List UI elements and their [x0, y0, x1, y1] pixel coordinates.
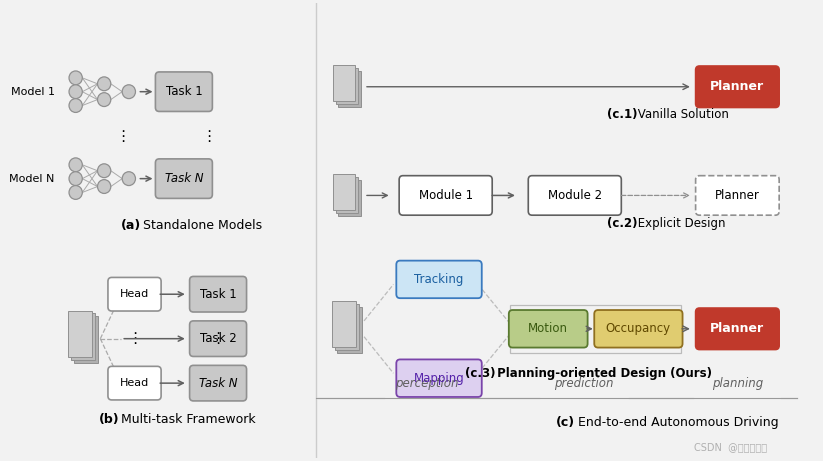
Text: CSDN  @吃肉不能购: CSDN @吃肉不能购 — [694, 443, 767, 452]
Text: ⋮: ⋮ — [201, 129, 216, 144]
Text: Planning-oriented Design (Ours): Planning-oriented Design (Ours) — [494, 367, 713, 380]
Text: Module 1: Module 1 — [419, 189, 472, 202]
FancyBboxPatch shape — [74, 316, 98, 363]
FancyBboxPatch shape — [338, 71, 361, 107]
Circle shape — [69, 158, 82, 171]
Text: Standalone Models: Standalone Models — [139, 219, 263, 231]
FancyBboxPatch shape — [71, 313, 95, 360]
FancyBboxPatch shape — [335, 304, 359, 350]
Text: (c.2): (c.2) — [607, 217, 638, 230]
FancyBboxPatch shape — [332, 65, 356, 101]
FancyBboxPatch shape — [695, 308, 779, 349]
FancyBboxPatch shape — [399, 176, 492, 215]
Text: Model N: Model N — [9, 174, 55, 183]
FancyBboxPatch shape — [397, 360, 481, 397]
Text: Planner: Planner — [710, 80, 765, 93]
Text: Vanilla Solution: Vanilla Solution — [634, 108, 729, 121]
Text: Task 1: Task 1 — [200, 288, 236, 301]
Circle shape — [69, 171, 82, 185]
Text: Planner: Planner — [715, 189, 760, 202]
Text: ⋮: ⋮ — [127, 331, 142, 346]
FancyBboxPatch shape — [695, 176, 779, 215]
FancyBboxPatch shape — [189, 277, 247, 312]
Circle shape — [69, 85, 82, 99]
Text: Task N: Task N — [165, 172, 203, 185]
Text: (c.1): (c.1) — [607, 108, 638, 121]
Text: (b): (b) — [99, 413, 119, 426]
Circle shape — [97, 180, 111, 194]
Text: Task N: Task N — [199, 377, 237, 390]
Circle shape — [122, 85, 136, 99]
FancyBboxPatch shape — [332, 174, 356, 210]
Text: prediction: prediction — [554, 377, 613, 390]
Text: ⋮: ⋮ — [115, 129, 131, 144]
Circle shape — [97, 77, 111, 91]
FancyBboxPatch shape — [509, 310, 588, 348]
Text: (c.3): (c.3) — [465, 367, 495, 380]
Text: Explicit Design: Explicit Design — [634, 217, 725, 230]
FancyBboxPatch shape — [108, 278, 161, 311]
Text: Task 1: Task 1 — [165, 85, 202, 98]
FancyBboxPatch shape — [156, 159, 212, 198]
FancyBboxPatch shape — [68, 311, 92, 357]
FancyBboxPatch shape — [336, 177, 358, 213]
Text: Occupancy: Occupancy — [606, 322, 671, 335]
Text: Model 1: Model 1 — [11, 87, 55, 97]
Circle shape — [69, 71, 82, 85]
FancyBboxPatch shape — [528, 176, 621, 215]
FancyBboxPatch shape — [336, 68, 358, 104]
Circle shape — [122, 171, 136, 185]
FancyBboxPatch shape — [189, 321, 247, 356]
Text: Module 2: Module 2 — [548, 189, 602, 202]
FancyBboxPatch shape — [108, 366, 161, 400]
Text: Tracking: Tracking — [414, 273, 463, 286]
FancyBboxPatch shape — [332, 301, 356, 347]
Text: Head: Head — [120, 289, 149, 299]
Text: (a): (a) — [121, 219, 141, 231]
Circle shape — [97, 164, 111, 177]
Text: perception: perception — [395, 377, 458, 390]
FancyBboxPatch shape — [695, 66, 779, 107]
Text: End-to-end Autonomous Driving: End-to-end Autonomous Driving — [574, 416, 779, 429]
Text: Multi-task Framework: Multi-task Framework — [118, 413, 256, 426]
Text: Task 2: Task 2 — [200, 332, 236, 345]
Text: (c): (c) — [556, 416, 575, 429]
Text: Mapping: Mapping — [414, 372, 464, 384]
Circle shape — [69, 185, 82, 199]
Text: ⋮: ⋮ — [211, 331, 226, 346]
FancyBboxPatch shape — [338, 180, 361, 216]
FancyBboxPatch shape — [189, 366, 247, 401]
FancyBboxPatch shape — [156, 72, 212, 112]
Circle shape — [97, 93, 111, 106]
FancyBboxPatch shape — [594, 310, 682, 348]
FancyBboxPatch shape — [397, 260, 481, 298]
FancyBboxPatch shape — [337, 307, 361, 353]
Text: Planner: Planner — [710, 322, 765, 335]
Circle shape — [69, 99, 82, 112]
Text: Head: Head — [120, 378, 149, 388]
Text: planning: planning — [712, 377, 763, 390]
Text: Motion: Motion — [528, 322, 568, 335]
